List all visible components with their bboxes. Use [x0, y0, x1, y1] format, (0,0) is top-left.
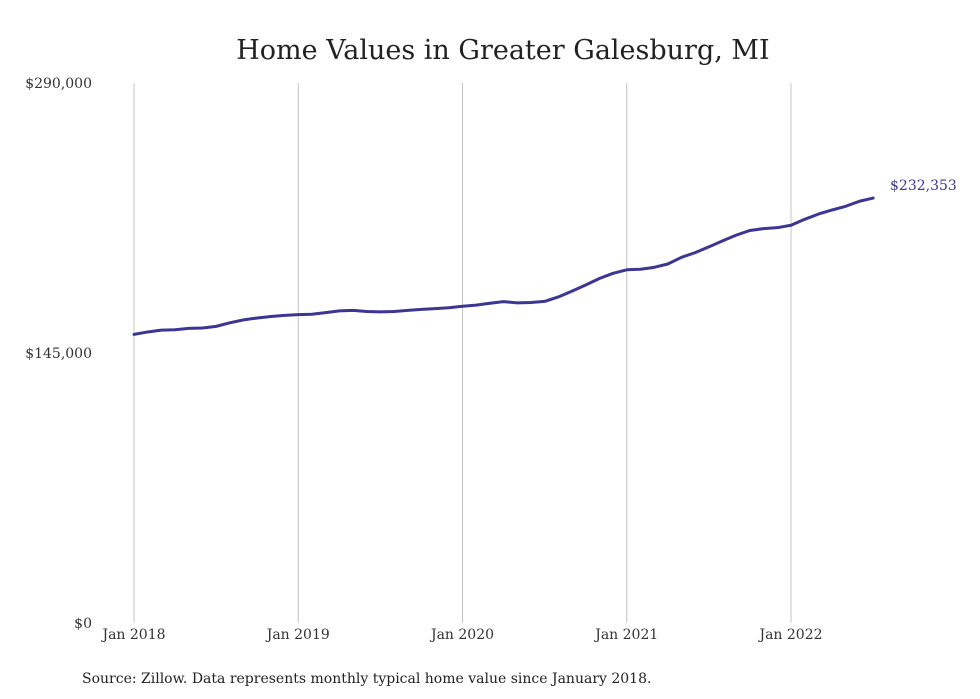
x-tick-label: Jan 2021 — [593, 627, 658, 643]
y-tick-label: $0 — [74, 616, 92, 632]
y-axis-tick-labels: $0 $145,000 $290,000 — [25, 76, 92, 632]
x-tick-label: Jan 2020 — [429, 627, 494, 643]
source-note: Source: Zillow. Data represents monthly … — [82, 671, 651, 687]
x-tick-label: Jan 2022 — [757, 627, 822, 643]
y-tick-label: $290,000 — [25, 76, 92, 92]
y-tick-label: $145,000 — [25, 346, 92, 362]
x-axis-tick-labels: Jan 2018 Jan 2019 Jan 2020 Jan 2021 Jan 2022 — [100, 627, 822, 643]
end-value-label: $232,353 — [890, 178, 957, 194]
x-tick-label: Jan 2018 — [100, 627, 165, 643]
series-line — [132, 196, 875, 336]
x-tick-label: Jan 2019 — [265, 627, 330, 643]
vertical-gridlines — [133, 83, 792, 623]
chart-title: Home Values in Greater Galesburg, MI — [236, 35, 769, 66]
